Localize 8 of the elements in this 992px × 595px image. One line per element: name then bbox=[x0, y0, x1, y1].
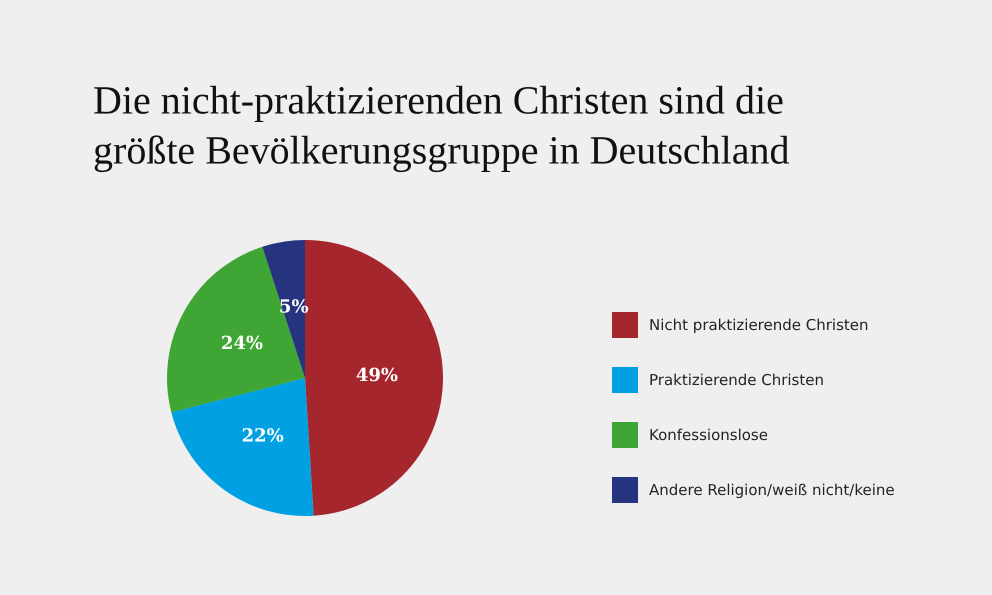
data-label: 24% bbox=[220, 332, 263, 354]
legend-label: Nicht praktizierende Christen bbox=[649, 316, 869, 334]
chart-title: Die nicht-praktizierenden Christen sind die größte Bevölkerungsgruppe in Deutschland bbox=[93, 78, 790, 172]
legend-label: Andere Religion/weiß nicht/keine bbox=[649, 481, 895, 499]
data-label: 22% bbox=[242, 426, 284, 447]
legend-label: Konfessionslose bbox=[649, 426, 768, 444]
data-label: 49% bbox=[356, 365, 398, 386]
legend-label: Praktizierende Christen bbox=[649, 371, 824, 389]
